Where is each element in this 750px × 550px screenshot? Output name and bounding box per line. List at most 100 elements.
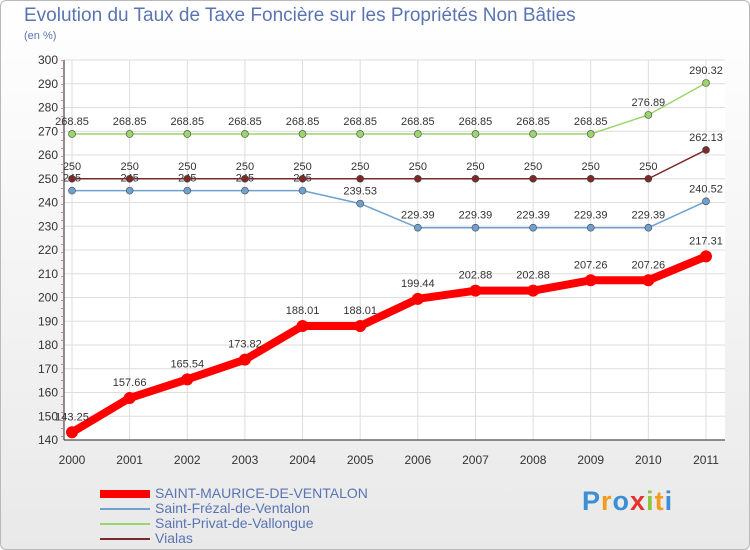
data-point-saint-privat-de-vallongue — [471, 130, 480, 138]
data-point-saint-maurice-de-ventalon — [66, 426, 78, 439]
data-point-saint-privat-de-vallongue — [298, 130, 307, 138]
x-tick-label: 2000 — [59, 453, 86, 467]
series-line-saint-privat-de-vallongue — [71, 82, 707, 135]
data-label-vialas: 250 — [120, 161, 138, 173]
data-point-saint-frezal-de-ventalon — [68, 186, 76, 195]
data-point-saint-privat-de-vallongue — [414, 130, 422, 138]
data-label-saint-privat-de-vallongue: 268.85 — [343, 116, 377, 128]
data-label-saint-maurice-de-ventalon: 207.26 — [632, 259, 666, 271]
logo-letter: t — [654, 486, 665, 516]
data-point-vialas — [298, 174, 307, 183]
data-label-saint-frezal-de-ventalon: 239.53 — [343, 186, 377, 198]
x-tick-label: 2001 — [116, 453, 143, 467]
data-label-saint-privat-de-vallongue: 268.85 — [55, 116, 89, 128]
data-point-vialas — [356, 174, 364, 183]
data-label-saint-frezal-de-ventalon: 229.39 — [401, 210, 435, 222]
x-tick-label: 2002 — [174, 453, 201, 467]
chart-title: Evolution du Taux de Taxe Foncière sur l… — [24, 5, 576, 26]
y-tick-label: 150 — [38, 409, 58, 423]
logo-letter: o — [612, 486, 631, 516]
data-point-saint-privat-de-vallongue — [644, 111, 653, 119]
data-point-saint-privat-de-vallongue — [586, 130, 595, 138]
data-point-vialas — [471, 174, 480, 183]
data-point-saint-maurice-de-ventalon — [296, 319, 309, 332]
legend-label-saint-privat-de-vallongue: Saint-Privat-de-Vallongue — [155, 515, 314, 531]
data-label-vialas: 250 — [351, 161, 369, 173]
data-point-vialas — [414, 174, 422, 183]
legend-swatch-vialas — [100, 538, 150, 540]
data-point-saint-maurice-de-ventalon — [527, 284, 540, 297]
logo-letter: x — [630, 486, 647, 516]
data-label-saint-privat-de-vallongue: 268.85 — [286, 116, 320, 128]
y-tick-label: 140 — [38, 433, 58, 447]
data-point-saint-privat-de-vallongue — [529, 130, 537, 138]
legend-label-saint-maurice-de-ventalon: SAINT-MAURICE-DE-VENTALON — [155, 485, 368, 501]
data-label-saint-maurice-de-ventalon: 217.31 — [689, 235, 723, 247]
series-line-saint-maurice-de-ventalon — [68, 252, 710, 437]
y-tick-label: 200 — [38, 291, 58, 305]
y-tick-label: 170 — [38, 362, 58, 376]
data-point-saint-maurice-de-ventalon — [238, 353, 251, 366]
data-point-saint-maurice-de-ventalon — [584, 274, 597, 287]
data-label-saint-maurice-de-ventalon: 188.01 — [343, 305, 377, 317]
x-tick-label: 2011 — [693, 453, 719, 467]
x-tick-label: 2007 — [462, 453, 489, 467]
data-point-saint-maurice-de-ventalon — [354, 319, 367, 332]
data-label-saint-privat-de-vallongue: 268.85 — [574, 116, 608, 128]
y-tick-label: 290 — [38, 77, 58, 91]
data-point-saint-frezal-de-ventalon — [241, 186, 249, 195]
data-label-saint-privat-de-vallongue: 268.85 — [113, 116, 147, 128]
x-tick-label: 2003 — [232, 453, 259, 467]
data-label-saint-frezal-de-ventalon: 240.52 — [689, 183, 723, 195]
data-point-vialas — [241, 174, 249, 183]
chart-subtitle: (en %) — [24, 30, 57, 42]
data-label-vialas: 250 — [293, 161, 311, 173]
data-point-saint-privat-de-vallongue — [125, 130, 134, 138]
data-label-saint-privat-de-vallongue: 268.85 — [516, 116, 550, 128]
data-point-saint-maurice-de-ventalon — [123, 392, 136, 405]
x-tick-label: 2004 — [289, 453, 316, 467]
x-tick-label: 2008 — [520, 453, 547, 467]
y-tick-label: 250 — [38, 172, 58, 186]
data-label-vialas: 250 — [466, 161, 484, 173]
data-point-vialas — [644, 174, 653, 183]
y-tick-label: 300 — [38, 53, 58, 67]
data-point-saint-maurice-de-ventalon — [469, 284, 482, 297]
data-label-saint-frezal-de-ventalon: 229.39 — [574, 210, 608, 222]
data-label-saint-privat-de-vallongue: 290.32 — [689, 65, 723, 77]
series-line-saint-frezal-de-ventalon — [71, 189, 707, 229]
data-point-saint-privat-de-vallongue — [183, 130, 192, 138]
data-point-vialas — [125, 174, 134, 183]
data-point-saint-frezal-de-ventalon — [644, 223, 653, 232]
legend-label-saint-frezal-de-ventalon: Saint-Frézal-de-Ventalon — [155, 500, 310, 516]
y-tick-label: 160 — [38, 386, 58, 400]
data-label-saint-maurice-de-ventalon: 165.54 — [170, 358, 204, 370]
data-point-saint-frezal-de-ventalon — [471, 223, 480, 232]
data-label-saint-frezal-de-ventalon: 229.39 — [516, 210, 550, 222]
data-point-vialas — [68, 174, 76, 183]
y-tick-label: 220 — [38, 243, 58, 257]
data-label-saint-maurice-de-ventalon: 207.26 — [574, 259, 608, 271]
data-label-vialas: 262.13 — [689, 132, 723, 144]
data-label-saint-privat-de-vallongue: 268.85 — [170, 116, 204, 128]
data-point-saint-frezal-de-ventalon — [702, 197, 710, 206]
legend-swatch-saint-privat-de-vallongue — [100, 523, 150, 525]
x-tick-label: 2006 — [404, 453, 431, 467]
data-label-saint-privat-de-vallongue: 268.85 — [459, 116, 493, 128]
data-point-vialas — [529, 174, 537, 183]
logo-letter: i — [646, 486, 655, 516]
data-point-saint-frezal-de-ventalon — [586, 223, 595, 232]
data-point-saint-frezal-de-ventalon — [298, 186, 307, 195]
proxiti-logo: Proxiti — [582, 486, 673, 517]
data-point-saint-privat-de-vallongue — [68, 130, 76, 138]
data-point-saint-frezal-de-ventalon — [183, 186, 192, 195]
legend-swatch-saint-maurice-de-ventalon — [100, 490, 150, 498]
data-label-saint-maurice-de-ventalon: 199.44 — [401, 278, 435, 290]
data-label-saint-maurice-de-ventalon: 143.25 — [55, 411, 89, 423]
data-point-saint-frezal-de-ventalon — [414, 223, 422, 232]
x-tick-label: 2005 — [347, 453, 374, 467]
data-label-vialas: 250 — [409, 161, 427, 173]
data-label-saint-privat-de-vallongue: 268.85 — [401, 116, 435, 128]
data-label-vialas: 250 — [524, 161, 542, 173]
